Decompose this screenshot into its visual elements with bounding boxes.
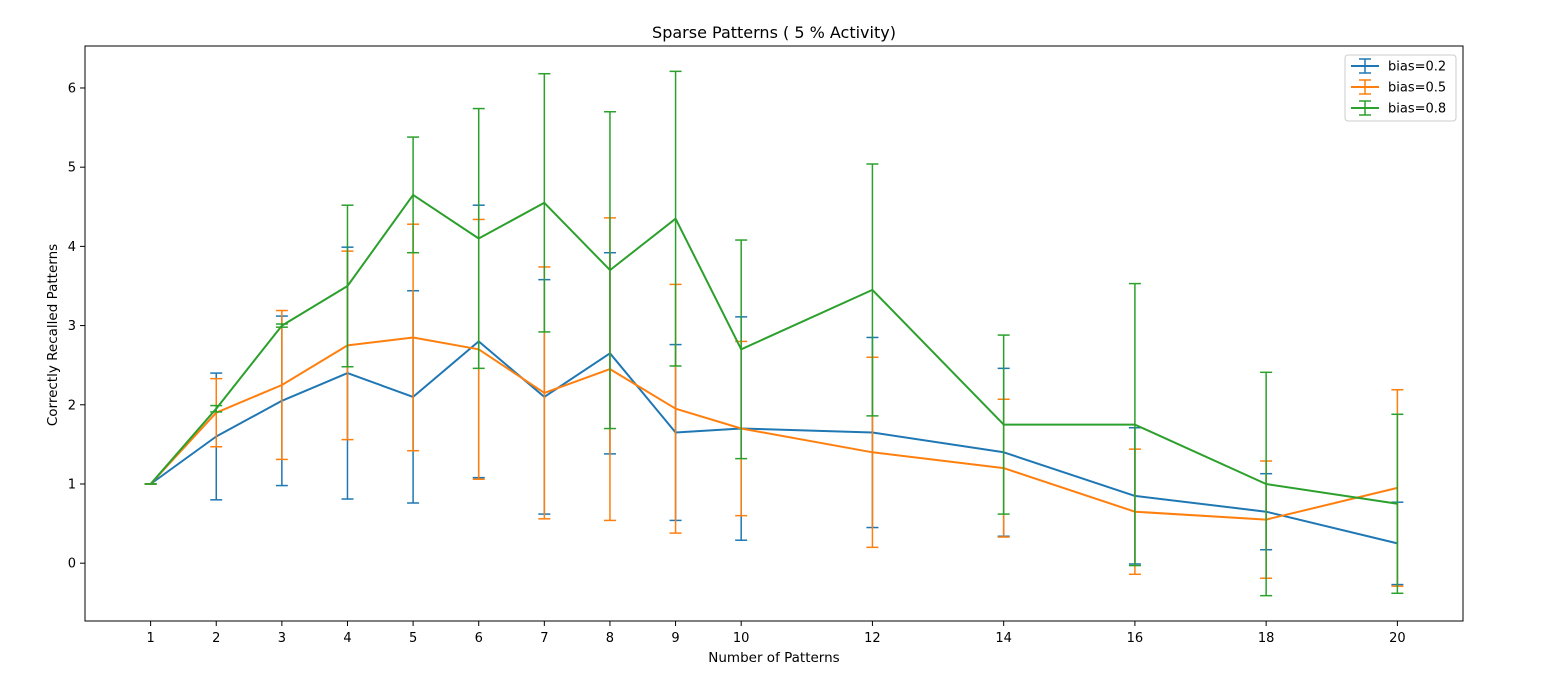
x-tick-label: 6 — [475, 631, 483, 646]
x-tick-label: 7 — [540, 631, 548, 646]
x-tick-label: 14 — [995, 631, 1012, 646]
y-tick-label: 4 — [68, 240, 76, 255]
series-line — [149, 193, 1398, 505]
x-axis-label: Number of Patterns — [708, 650, 839, 666]
x-tick-label: 5 — [409, 631, 417, 646]
x-axis: 1 2 3 4 5 6 7 8 9 10 12 14 16 18 20 — [146, 621, 1406, 646]
x-tick-label: 8 — [606, 631, 614, 646]
legend-label: bias=0.5 — [1388, 81, 1446, 96]
x-tick-label: 16 — [1127, 631, 1144, 646]
x-tick-label: 9 — [671, 631, 679, 646]
series-bias-0-5 — [144, 217, 1404, 587]
legend-item: bias=0.5 — [1351, 79, 1446, 96]
y-tick-label: 3 — [68, 319, 76, 334]
x-tick-label: 12 — [864, 631, 881, 646]
plot-frame — [84, 45, 1464, 622]
y-tick-label: 5 — [68, 161, 76, 176]
y-axis: 0 1 2 3 4 5 6 — [68, 81, 85, 572]
legend-label: bias=0.8 — [1388, 102, 1446, 117]
y-tick-label: 2 — [68, 398, 76, 413]
x-tick-label: 18 — [1258, 631, 1275, 646]
x-tick-label: 10 — [733, 631, 750, 646]
x-tick-label: 1 — [146, 631, 154, 646]
plot-area — [144, 70, 1404, 597]
x-tick-label: 3 — [278, 631, 286, 646]
y-axis-label: Correctly Recalled Patterns — [45, 244, 61, 426]
x-tick-label: 20 — [1389, 631, 1406, 646]
legend: bias=0.2 bias=0.5 bias=0.8 — [1344, 54, 1457, 122]
chart-title: Sparse Patterns ( 5 % Activity) — [652, 23, 896, 42]
y-tick-label: 0 — [68, 557, 76, 572]
x-tick-label: 2 — [212, 631, 220, 646]
legend-item: bias=0.2 — [1351, 58, 1446, 75]
x-tick-label: 4 — [343, 631, 351, 646]
legend-label: bias=0.2 — [1388, 60, 1446, 75]
series-line — [150, 340, 1398, 545]
y-tick-label: 6 — [68, 81, 76, 96]
series-bias-0-2 — [144, 204, 1404, 586]
legend-box — [1344, 54, 1457, 122]
y-tick-label: 1 — [68, 477, 76, 492]
series-bias-0-8 — [144, 70, 1404, 597]
legend-item: bias=0.8 — [1351, 100, 1446, 117]
